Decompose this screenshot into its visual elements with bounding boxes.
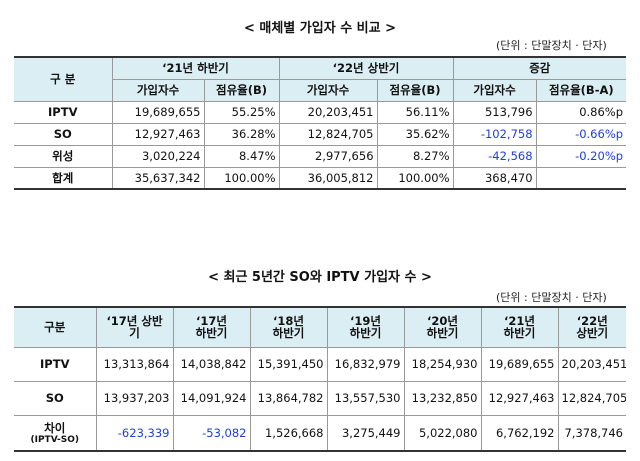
cell: 12,927,463 (111, 122, 205, 146)
category-header: 구 분 (14, 56, 113, 102)
cell: 14,091,924 (172, 380, 251, 416)
period-line2: 하반기 (195, 326, 228, 341)
period-line1: ‘17년 상반 (106, 314, 163, 329)
row-label: 위성 (14, 144, 113, 168)
cell: 12,824,705 (557, 380, 626, 416)
table-row: 차이 (IPTV-SO) -623,339 -53,082 1,526,668 3… (14, 414, 626, 452)
cell: 14,038,842 (172, 346, 251, 382)
cell: 7,378,746 (557, 414, 626, 452)
row-label: SO (14, 380, 97, 416)
period-line1: ‘20년 (427, 314, 458, 329)
row-label-sub: (IPTV-SO) (30, 435, 80, 446)
cell: 20,203,451 (278, 100, 378, 124)
table-row: 합계 35,637,342 100.00% 36,005,812 100.00%… (14, 166, 627, 190)
cell: 13,937,203 (95, 380, 174, 416)
subscriber-comparison-table: 구 분 ‘21년 하반기 ‘22년 상반기 증감 가입자수 점유율(B) 가입자… (14, 56, 627, 190)
period-line2: 하반기 (349, 326, 382, 341)
row-label: IPTV (14, 346, 97, 382)
cell: 13,864,782 (249, 380, 328, 416)
period-line2: 기 (129, 326, 140, 341)
group-header-change: 증감 (452, 56, 627, 80)
row-label: SO (14, 122, 113, 146)
cell: 3,275,449 (326, 414, 405, 452)
period-header: ‘18년 하반기 (249, 306, 328, 348)
cell: -53,082 (172, 414, 251, 452)
group-header-2021h2: ‘21년 하반기 (111, 56, 280, 80)
period-line1: ‘19년 (350, 314, 381, 329)
category-header: 구분 (14, 306, 97, 348)
period-header: ‘17년 상반 기 (95, 306, 174, 348)
table-row: SO 12,927,463 36.28% 12,824,705 35.62% -… (14, 122, 627, 146)
sub-header: 점유율(B) (203, 78, 280, 102)
row-label: 합계 (14, 166, 113, 190)
group-header-2022h1: ‘22년 상반기 (278, 56, 454, 80)
cell: 513,796 (452, 100, 537, 124)
period-line1: ‘17년 (196, 314, 227, 329)
cell (535, 166, 627, 190)
cell: 56.11% (376, 100, 454, 124)
row-label: 차이 (IPTV-SO) (14, 414, 97, 452)
table-row: SO 13,937,203 14,091,924 13,864,782 13,5… (14, 380, 626, 416)
cell: 35,637,342 (111, 166, 205, 190)
cell: 5,022,080 (403, 414, 482, 452)
cell: -0.66%p (535, 122, 627, 146)
cell: 100.00% (203, 166, 280, 190)
period-line1: ‘18년 (273, 314, 304, 329)
sub-header: 점유율(B) (376, 78, 454, 102)
five-year-subscriber-table: 구분 ‘17년 상반 기 ‘17년 하반기 ‘18년 하반기 ‘19년 하반기 ‘20년… (14, 306, 626, 452)
section2-title: < 최근 5년간 SO와 IPTV 가입자 수 > (208, 270, 432, 285)
cell: 8.27% (376, 144, 454, 168)
period-header: ‘22년 상반기 (557, 306, 626, 348)
period-header: ‘21년 하반기 (480, 306, 559, 348)
row-label-main: 차이 (44, 421, 66, 436)
period-header: ‘20년 하반기 (403, 306, 482, 348)
sub-header: 가입자수 (278, 78, 378, 102)
cell: 100.00% (376, 166, 454, 190)
section2-unit: (단위 : 단말장치 · 단자) (496, 291, 607, 304)
cell: 36,005,812 (278, 166, 378, 190)
period-header: ‘19년 하반기 (326, 306, 405, 348)
cell: 55.25% (203, 100, 280, 124)
sub-header: 가입자수 (112, 78, 205, 102)
section1-unit: (단위 : 단말장치 · 단자) (496, 39, 607, 52)
period-line2: 하반기 (426, 326, 459, 341)
period-line1: ‘21년 (504, 314, 535, 329)
cell: 12,927,463 (480, 380, 559, 416)
period-line2: 하반기 (503, 326, 536, 341)
cell: -0.20%p (535, 144, 627, 168)
cell: 12,824,705 (278, 122, 378, 146)
row-label: IPTV (14, 100, 113, 124)
cell: 18,254,930 (403, 346, 482, 382)
cell: 13,232,850 (403, 380, 482, 416)
period-line2: 상반기 (576, 326, 609, 341)
cell: 16,832,979 (326, 346, 405, 382)
period-line2: 하반기 (272, 326, 305, 341)
cell: -102,758 (452, 122, 537, 146)
cell: 13,313,864 (95, 346, 174, 382)
table-row: IPTV 19,689,655 55.25% 20,203,451 56.11%… (14, 100, 627, 124)
sub-header: 점유율(B-A) (535, 78, 627, 102)
cell: 35.62% (376, 122, 454, 146)
cell: 13,557,530 (326, 380, 405, 416)
cell: 368,470 (452, 166, 537, 190)
cell: 2,977,656 (278, 144, 378, 168)
cell: 15,391,450 (249, 346, 328, 382)
period-header: ‘17년 하반기 (172, 306, 251, 348)
cell: 0.86%p (535, 100, 627, 124)
cell: 20,203,451 (557, 346, 626, 382)
cell: -42,568 (452, 144, 537, 168)
cell: 19,689,655 (111, 100, 205, 124)
cell: -623,339 (95, 414, 174, 452)
cell: 3,020,224 (111, 144, 205, 168)
period-line1: ‘22년 (576, 314, 608, 329)
cell: 6,762,192 (480, 414, 559, 452)
table-row: IPTV 13,313,864 14,038,842 15,391,450 16… (14, 346, 626, 382)
sub-header: 가입자수 (452, 78, 537, 102)
cell: 8.47% (203, 144, 280, 168)
section1-title: < 매체별 가입자 수 비교 > (243, 21, 397, 36)
cell: 36.28% (203, 122, 280, 146)
table-row: 위성 3,020,224 8.47% 2,977,656 8.27% -42,5… (14, 144, 627, 168)
cell: 19,689,655 (480, 346, 559, 382)
cell: 1,526,668 (249, 414, 328, 452)
